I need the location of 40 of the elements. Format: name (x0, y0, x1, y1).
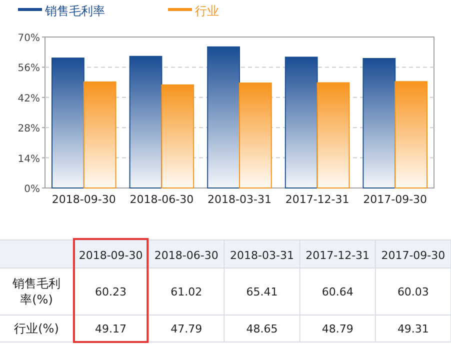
bar (362, 58, 396, 188)
y-tick-label: 0% (24, 184, 40, 195)
data-label: 60.03 (397, 286, 429, 298)
data-label: 49.17 (95, 322, 127, 336)
category-label: 2018-06-30 (154, 249, 218, 262)
bar (207, 46, 240, 188)
y-tick-label: 28% (18, 124, 40, 135)
data-label: 48.65 (246, 322, 278, 336)
x-tick-label: 2018-06-30 (130, 193, 194, 206)
legend-label: 行业 (195, 4, 219, 18)
x-tick-label: 2017-12-31 (285, 193, 350, 206)
data-label: 60.23 (95, 286, 127, 298)
bar (284, 56, 318, 188)
x-tick-label: 2018-09-30 (52, 193, 116, 206)
category-label: 2018-03-31 (230, 249, 294, 262)
data-label: 65.41 (246, 286, 278, 298)
bar (83, 81, 116, 188)
x-tick-label: 2017-09-30 (363, 193, 428, 206)
data-label: 60.64 (322, 286, 354, 298)
y-tick-label: 56% (18, 63, 40, 74)
bar (316, 82, 350, 188)
y-tick-label: 14% (18, 154, 40, 165)
data-label: 61.02 (170, 286, 202, 298)
bar (129, 56, 162, 188)
bar (52, 58, 84, 188)
y-tick-label: 42% (18, 93, 40, 104)
y-tick-label: 70% (18, 33, 40, 44)
bar (394, 81, 428, 188)
text: 销售毛利率(%) (12, 276, 60, 306)
data-label: 48.79 (322, 322, 354, 336)
text: 行业(%) (14, 322, 59, 336)
category-label: 2018-09-30 (78, 249, 143, 262)
category-label: 2017-12-31 (306, 249, 370, 262)
category-label: 2017-09-30 (381, 249, 446, 262)
data-label: 49.31 (397, 322, 429, 336)
data-label: 47.79 (170, 322, 202, 336)
x-tick-label: 2018-03-31 (208, 193, 272, 206)
legend-label: 销售毛利率 (44, 4, 105, 18)
bar (239, 82, 272, 188)
bar (161, 84, 194, 188)
